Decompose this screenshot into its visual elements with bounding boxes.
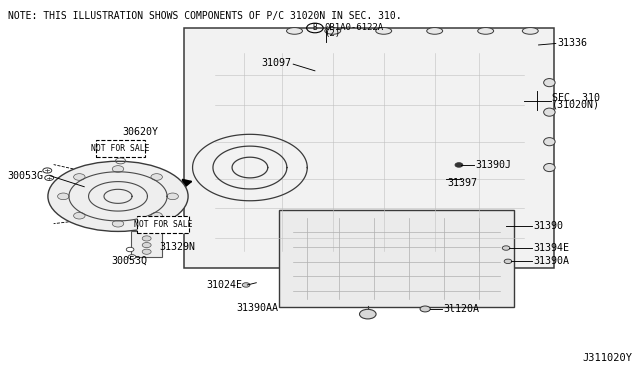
FancyBboxPatch shape [279,211,514,308]
Text: 31336: 31336 [557,38,587,48]
Text: NOT FOR SALE: NOT FOR SALE [92,144,150,153]
Text: 31097: 31097 [261,58,291,68]
Text: 31329N: 31329N [159,242,195,252]
Text: 31390A: 31390A [533,256,569,266]
Circle shape [502,246,510,250]
Circle shape [112,220,124,227]
Circle shape [142,236,151,241]
Text: B: B [312,23,317,32]
FancyBboxPatch shape [184,28,554,268]
Ellipse shape [477,28,493,34]
Circle shape [112,166,124,172]
Text: J311020Y: J311020Y [582,353,632,363]
Text: SEC. 310: SEC. 310 [552,93,600,103]
Text: 31024E: 31024E [207,280,243,290]
Text: 30620Y: 30620Y [122,128,159,138]
Text: (2): (2) [324,29,340,38]
Circle shape [167,193,179,200]
Circle shape [504,259,512,263]
Text: NOTE: THIS ILLUSTRATION SHOWS COMPONENTS OF P/C 31020N IN SEC. 310.: NOTE: THIS ILLUSTRATION SHOWS COMPONENTS… [8,11,401,20]
Circle shape [151,174,163,180]
FancyBboxPatch shape [137,216,189,233]
Circle shape [360,310,376,319]
Circle shape [128,255,136,259]
Text: 0B1A0-6122A: 0B1A0-6122A [324,23,383,32]
Ellipse shape [287,28,303,34]
Ellipse shape [543,108,555,116]
Text: (31020N): (31020N) [552,99,600,109]
FancyBboxPatch shape [96,140,145,157]
Text: 30053G: 30053G [8,171,44,181]
Circle shape [58,193,69,200]
Ellipse shape [543,78,555,87]
Ellipse shape [324,28,340,34]
Circle shape [151,212,163,219]
Text: 31390J: 31390J [476,160,511,170]
Ellipse shape [522,28,538,34]
Circle shape [142,249,151,254]
Ellipse shape [543,138,555,146]
Circle shape [43,168,52,173]
Text: 31390: 31390 [533,221,563,231]
Text: 30053Q: 30053Q [111,256,147,266]
FancyBboxPatch shape [131,231,162,257]
Circle shape [243,283,250,287]
Text: 31390AA: 31390AA [236,303,278,313]
Circle shape [126,247,134,252]
Circle shape [74,174,85,180]
Circle shape [74,212,85,219]
Circle shape [420,306,430,312]
Text: NOT FOR SALE: NOT FOR SALE [134,220,193,229]
Ellipse shape [48,161,188,231]
Text: 31397: 31397 [447,178,477,188]
Ellipse shape [376,28,392,34]
Ellipse shape [543,163,555,171]
Text: 31394E: 31394E [533,243,569,253]
Text: 3l120A: 3l120A [444,304,479,314]
Ellipse shape [427,28,443,34]
Circle shape [455,163,463,167]
Circle shape [142,243,151,248]
Circle shape [45,175,54,180]
